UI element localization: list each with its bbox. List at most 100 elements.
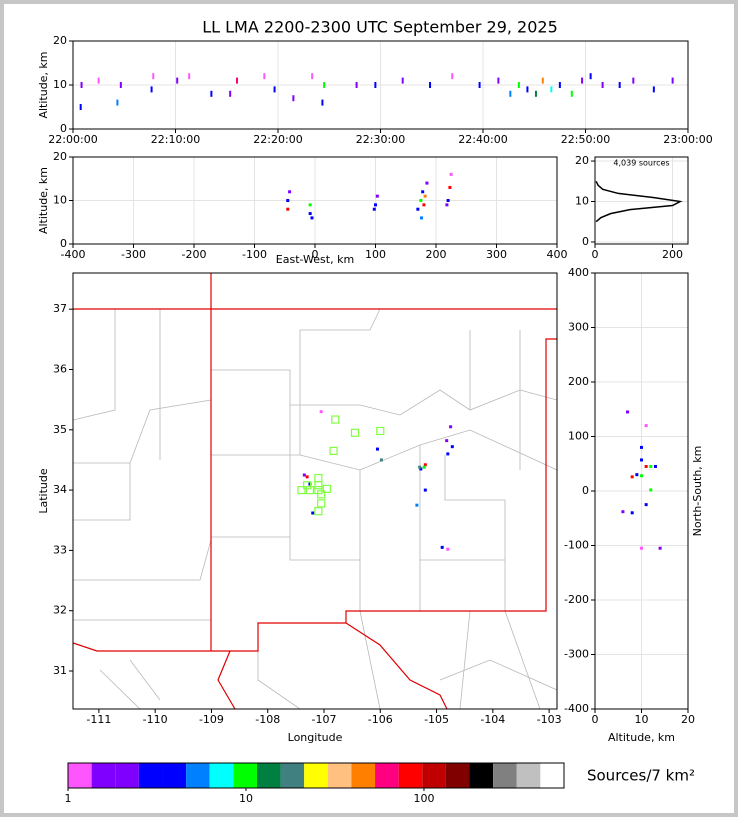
source-point: [446, 547, 450, 551]
source-point: [323, 82, 326, 88]
x-tick-label: -107: [312, 713, 337, 726]
source-point: [423, 463, 427, 467]
source-point: [429, 82, 432, 88]
y-axis-label: Latitude: [37, 468, 50, 514]
source-point: [401, 77, 404, 84]
x-axis-label: East-West, km: [276, 253, 354, 266]
source-point: [517, 82, 520, 88]
colorbar-tick-label: 100: [413, 792, 434, 805]
y-tick-label: 37: [53, 302, 67, 315]
x-tick-label: 0: [312, 248, 319, 261]
source-point: [119, 82, 122, 88]
colorbar-label: Sources/7 km²: [587, 767, 695, 785]
y-tick-label: 0: [582, 235, 589, 248]
source-point: [422, 203, 426, 207]
source-point: [79, 104, 82, 110]
source-point: [440, 545, 444, 549]
source-point: [419, 216, 423, 220]
color-box: [209, 763, 234, 788]
color-box: [138, 763, 163, 788]
station: [314, 481, 323, 490]
y-tick-label: 31: [53, 664, 67, 677]
x-axis-label: Longitude: [288, 731, 343, 744]
source-point: [302, 473, 306, 477]
source-point: [236, 77, 238, 84]
x-tick-label: -106: [368, 713, 393, 726]
x-tick-label: -300: [121, 248, 146, 261]
source-point: [601, 82, 604, 88]
x-axis-label: Altitude, km: [608, 731, 675, 744]
source-point: [649, 464, 653, 468]
source-point: [671, 77, 674, 84]
source-point: [449, 425, 453, 429]
color-box: [233, 763, 257, 788]
x-tick-label: 22:10:00: [151, 133, 200, 146]
source-point: [526, 86, 529, 93]
color-box: [422, 763, 446, 788]
chart: 22:00:00 22:10:00 22:20:00 22:30:00 22:40:00…: [37, 18, 713, 806]
station: [314, 485, 323, 495]
y-tick-label: 33: [53, 543, 67, 556]
source-point: [423, 488, 427, 492]
x-tick-label: 22:40:00: [458, 133, 507, 146]
source-point: [374, 82, 377, 88]
colorbar-tick-label: 1: [65, 792, 72, 805]
source-point: [478, 82, 481, 88]
source-point: [419, 467, 423, 471]
source-point: [422, 465, 426, 469]
county-lines: [73, 308, 557, 709]
x-tick-label: 22:00:00: [48, 133, 97, 146]
source-point: [152, 73, 155, 80]
annotation: 4,039 sources: [613, 159, 669, 168]
source-point: [644, 464, 648, 468]
source-point: [418, 465, 422, 469]
source-point: [649, 488, 653, 492]
source-point: [421, 190, 425, 194]
source-point: [97, 77, 100, 84]
x-tick-label: 0: [592, 248, 599, 261]
y-tick-label: 10: [575, 195, 589, 208]
y-tick-label: 34: [53, 483, 67, 496]
y-tick-label: 0: [60, 237, 67, 250]
source-point: [550, 86, 553, 93]
x-tick-label: -200: [182, 248, 207, 261]
source-point: [445, 203, 449, 207]
colorbar-tick-label: 10: [239, 792, 253, 805]
color-box: [186, 763, 210, 788]
y-axis-label: North-South, km: [691, 446, 704, 537]
source-point: [630, 475, 634, 479]
source-point: [589, 73, 592, 80]
source-point: [229, 90, 232, 97]
x-tick-label: -400: [61, 248, 86, 261]
x-tick-label: 22:20:00: [253, 133, 302, 146]
source-point: [635, 473, 639, 477]
source-point: [652, 86, 655, 93]
source-point: [286, 199, 290, 202]
source-point: [509, 90, 512, 97]
source-point: [640, 546, 643, 550]
station: [305, 485, 315, 495]
source-point: [375, 447, 379, 451]
y-axis-label: Altitude, km: [37, 167, 50, 234]
color-box: [540, 763, 564, 788]
x-tick-label: 200: [426, 248, 447, 261]
y-tick-label: 0: [60, 122, 67, 135]
color-box: [68, 763, 92, 788]
plot-frame: [72, 272, 558, 710]
x-tick-label: -105: [424, 713, 449, 726]
y-tick-label: 10: [53, 194, 67, 207]
source-point: [419, 199, 423, 202]
source-point: [621, 510, 625, 514]
color-box: [493, 763, 517, 788]
color-box: [304, 763, 328, 788]
color-box: [162, 763, 187, 788]
source-point: [570, 90, 573, 97]
source-point: [116, 99, 119, 106]
x-tick-label: -104: [480, 713, 505, 726]
y-tick-label: -400: [564, 702, 589, 715]
altitude-profile: [595, 180, 683, 223]
y-tick-label: 32: [53, 604, 67, 617]
x-tick-label: 400: [547, 248, 568, 261]
source-point: [558, 82, 561, 88]
source-point: [308, 203, 312, 207]
